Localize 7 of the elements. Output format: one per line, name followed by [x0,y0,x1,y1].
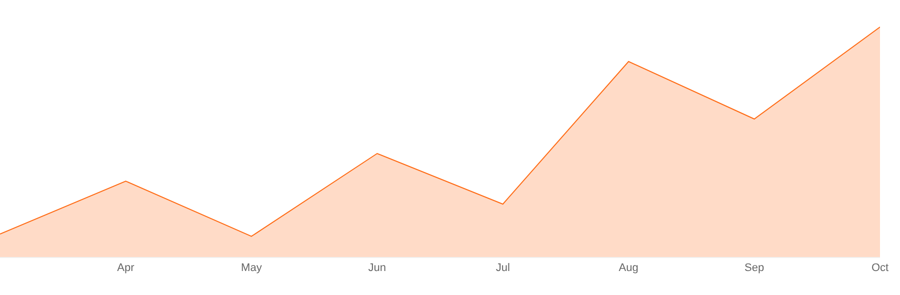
x-tick-label: Sep [744,262,764,274]
x-tick-label: May [241,262,262,274]
x-tick-label: Aug [618,262,638,274]
x-tick-label: Apr [117,262,135,274]
x-tick-label: Jul [496,262,510,274]
x-tick-label: Jun [368,262,386,274]
x-tick-label: Oct [871,262,889,274]
